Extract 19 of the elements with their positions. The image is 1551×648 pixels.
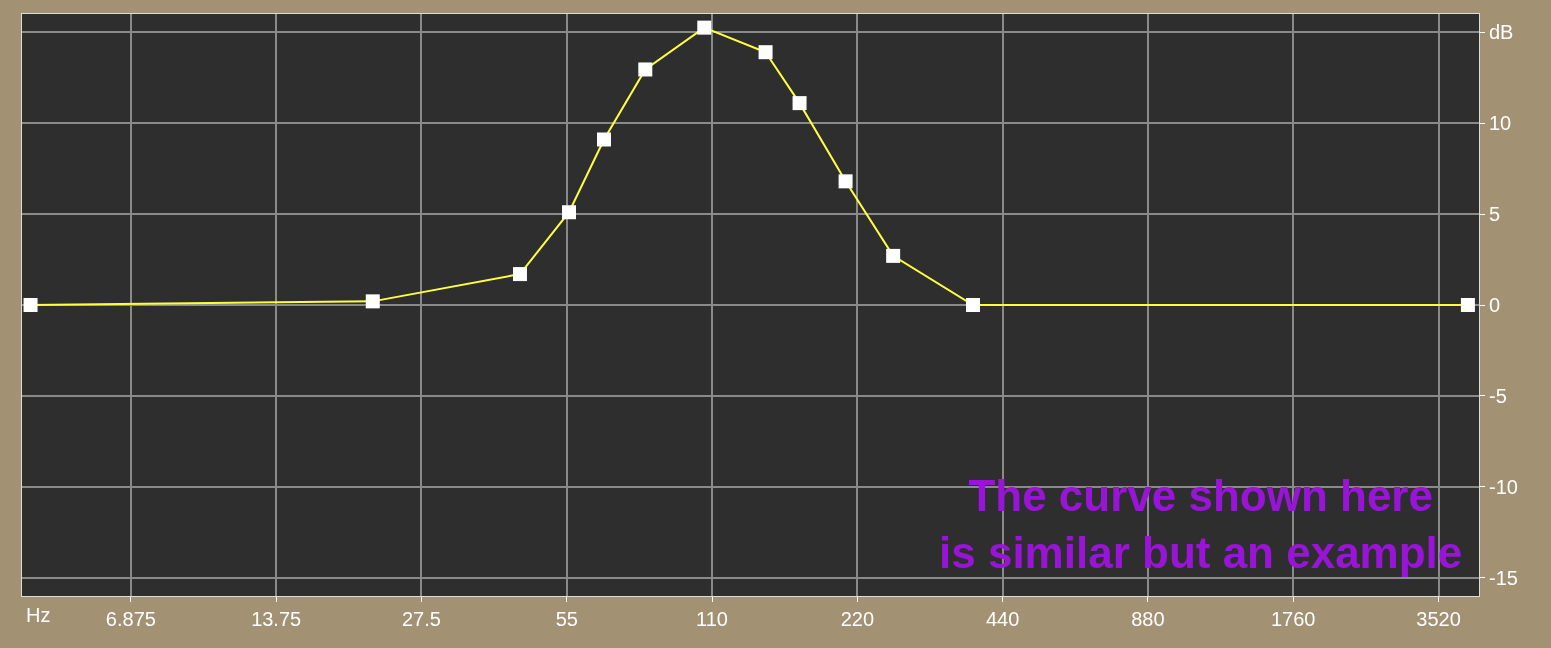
- annotation: The curve shown here is similar but an example: [939, 471, 1463, 578]
- y-tick-label: dB: [1489, 21, 1514, 44]
- x-tick-label: 3520: [1416, 608, 1461, 630]
- y-tick-label: -10: [1489, 475, 1518, 498]
- y-tick-label: -15: [1489, 566, 1518, 589]
- x-tick-label: 440: [985, 608, 1020, 630]
- y-tick-label: 5: [1489, 203, 1501, 226]
- y-tick-label: -5: [1489, 384, 1507, 407]
- y-tick-label: 0: [1489, 294, 1501, 316]
- x-tick-label: 1760: [1270, 608, 1316, 630]
- y-tick-label: 10: [1489, 112, 1512, 135]
- x-tick-label: 13.75: [251, 608, 302, 630]
- x-tick-label: 220: [840, 608, 875, 630]
- x-tick-label: 55: [555, 608, 578, 630]
- x-tick-label: 880: [1131, 608, 1165, 630]
- x-tick-label: 27.5: [401, 608, 441, 630]
- x-axis-title: Hz: [26, 604, 51, 626]
- x-tick-label: 6.875: [105, 608, 156, 630]
- x-tick-label: 110: [696, 608, 728, 630]
